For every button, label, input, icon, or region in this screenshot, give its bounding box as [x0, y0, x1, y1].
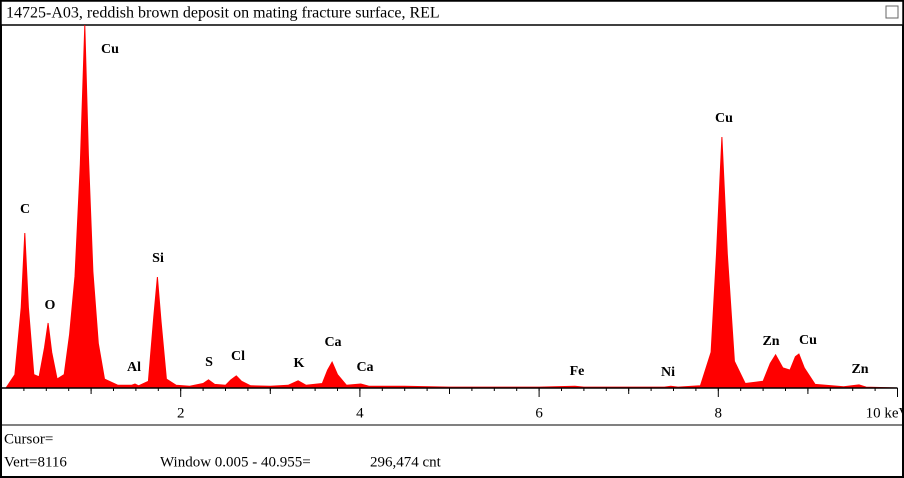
peak-label: C: [20, 202, 30, 217]
peak-label: Si: [152, 251, 164, 266]
peak-label: Ni: [661, 365, 675, 380]
x-tick-label: 4: [356, 405, 364, 421]
vert-readout: Vert=8116: [4, 454, 67, 470]
x-tick-label: 6: [535, 405, 543, 421]
peak-label: K: [294, 356, 305, 371]
x-tick-label: 10 keV: [866, 405, 904, 421]
peak-label: Zn: [851, 362, 868, 377]
peak-label: Cu: [101, 42, 119, 57]
peak-label: Zn: [762, 334, 779, 349]
spectrum-area: [5, 24, 898, 389]
peak-label: O: [45, 298, 56, 313]
count-readout: 296,474 cnt: [370, 454, 442, 470]
cursor-readout: Cursor=: [4, 431, 53, 447]
x-tick-label: 8: [715, 405, 723, 421]
window-button[interactable]: [885, 5, 899, 19]
peak-label: Ca: [356, 360, 373, 375]
title-bar: [0, 0, 904, 26]
peak-label: Fe: [570, 364, 585, 379]
window-readout: Window 0.005 - 40.955=: [160, 454, 311, 470]
peak-label: Cu: [799, 333, 817, 348]
chart-title: 14725-A03, reddish brown deposit on mati…: [6, 5, 440, 22]
x-tick-label: 2: [177, 405, 185, 421]
peak-label: Ca: [324, 335, 341, 350]
peak-label: S: [205, 355, 213, 370]
peak-label: Cl: [231, 349, 245, 364]
peak-label: Al: [127, 360, 141, 375]
peak-label: Cu: [715, 111, 733, 126]
